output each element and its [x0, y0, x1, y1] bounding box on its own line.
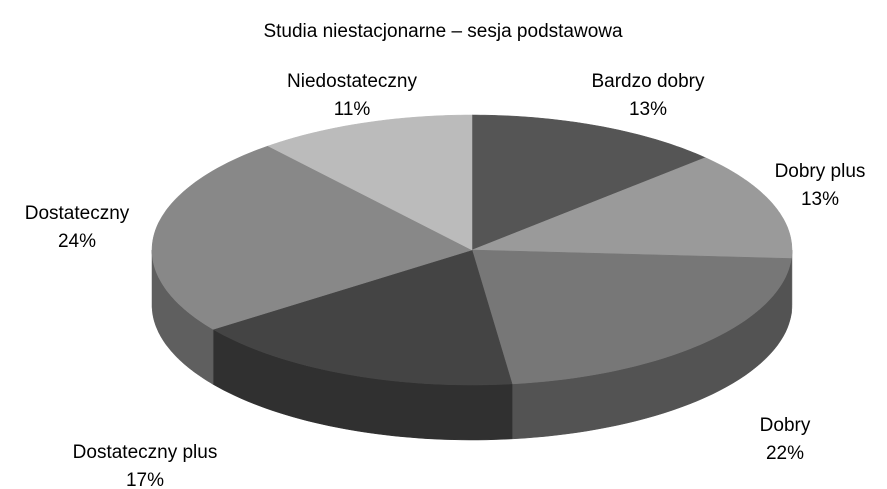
- slice: [267, 114, 473, 251]
- slice-label: Dostateczny: [25, 203, 130, 224]
- slice: [471, 114, 706, 251]
- slice-value-label: 24%: [58, 231, 96, 252]
- slice-value-label: 13%: [629, 99, 667, 120]
- slice: [471, 157, 793, 259]
- slice-value-label: 13%: [801, 189, 839, 210]
- slice: [151, 145, 473, 330]
- chart-title: Studia niestacjonarne – sesja podstawowa: [263, 21, 623, 42]
- slice-value-label: 11%: [334, 99, 371, 120]
- slice: [471, 249, 792, 385]
- slice-value-label: 17%: [126, 470, 164, 489]
- slice-label: Dostateczny plus: [73, 442, 218, 463]
- slice-label: Bardzo dobry: [591, 71, 705, 92]
- slice: [212, 249, 513, 386]
- slice-label: Dobry plus: [775, 161, 866, 182]
- slice-value-label: 22%: [766, 443, 804, 464]
- slice-label: Niedostateczny: [287, 71, 417, 92]
- slice-label: Dobry: [760, 415, 811, 436]
